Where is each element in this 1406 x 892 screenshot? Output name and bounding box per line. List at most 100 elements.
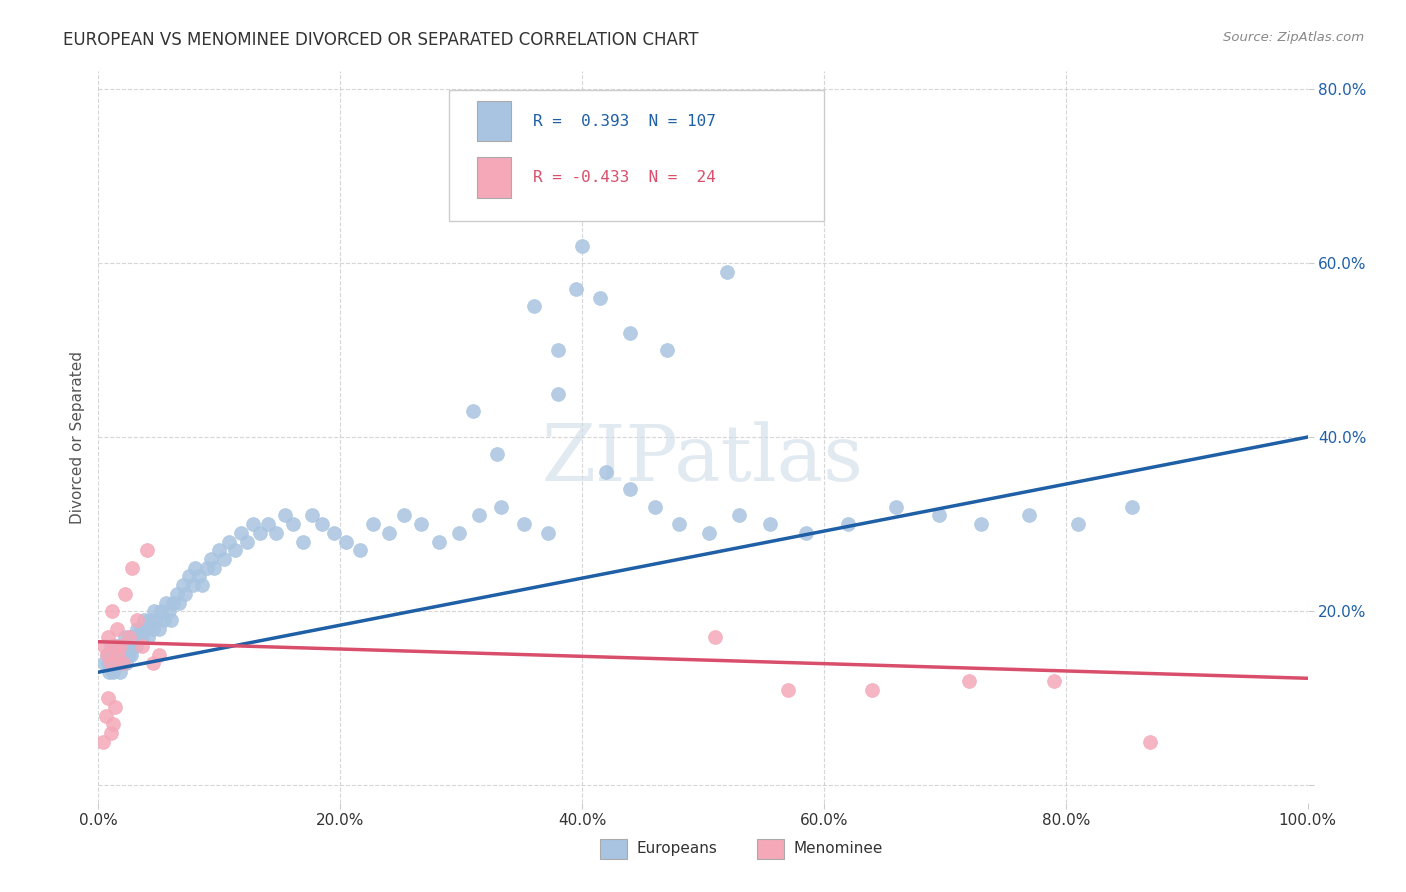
Point [93,657,115,671]
Text: R = -0.433  N =  24: R = -0.433 N = 24 [533,169,716,185]
Point [547,386,569,401]
Point [114,631,136,645]
Point [129,622,152,636]
Point [134,613,156,627]
Point [118,639,141,653]
Point [349,543,371,558]
Point [100,657,122,671]
Text: ZIPatlas: ZIPatlas [541,421,865,497]
Point [104,700,127,714]
Point [142,622,165,636]
Point [195,560,218,574]
Point [112,639,135,653]
Point [108,648,131,662]
Point [111,648,134,662]
Point [776,682,799,697]
Point [105,648,128,662]
Point [174,587,197,601]
Point [100,648,122,662]
Point [96,648,118,662]
Point [105,622,128,636]
Point [121,631,143,645]
Point [150,604,173,618]
Point [794,525,817,540]
Point [157,604,180,618]
Point [212,552,235,566]
Point [208,543,231,558]
Point [486,448,509,462]
Point [229,525,252,540]
Point [100,726,122,740]
Point [335,534,357,549]
Point [135,622,157,636]
Point [127,622,149,636]
Point [139,613,162,627]
Point [111,657,134,671]
Point [589,291,612,305]
Point [101,665,124,680]
Point [166,587,188,601]
Text: Europeans: Europeans [637,841,717,856]
Point [118,631,141,645]
Point [619,326,641,340]
Point [1042,673,1064,688]
Point [172,578,194,592]
Text: Menominee: Menominee [794,841,883,856]
Point [118,631,141,645]
Point [547,343,569,357]
Point [236,534,259,549]
Point [595,465,617,479]
FancyBboxPatch shape [477,157,510,197]
Point [187,569,209,583]
Point [105,657,128,671]
Point [692,169,714,183]
Point [489,500,512,514]
Text: R =  0.393  N = 107: R = 0.393 N = 107 [533,113,716,128]
FancyBboxPatch shape [449,90,824,221]
Point [127,613,149,627]
Point [103,639,125,653]
Point [860,682,883,697]
Point [124,631,146,645]
Point [114,587,136,601]
Point [107,657,129,671]
Point [131,631,153,645]
Point [301,508,323,523]
Point [101,639,124,653]
Point [136,631,159,645]
Point [100,657,122,671]
Point [970,517,993,532]
Point [728,508,751,523]
Point [468,508,491,523]
Point [571,238,593,252]
Point [181,578,204,592]
Point [96,648,118,662]
Point [928,508,950,523]
Point [155,595,177,609]
Point [204,560,226,574]
Point [121,560,143,574]
Point [224,543,246,558]
Point [565,282,588,296]
Point [108,665,131,680]
Point [162,595,184,609]
Point [97,657,120,671]
Point [957,673,980,688]
Point [377,525,399,540]
Point [200,552,222,566]
Point [115,657,138,671]
Point [1018,508,1040,523]
Point [1067,517,1090,532]
Point [94,708,117,723]
Point [1139,735,1161,749]
Text: Source: ZipAtlas.com: Source: ZipAtlas.com [1223,31,1364,45]
Point [311,517,333,532]
Point [120,648,142,662]
Point [323,525,346,540]
Point [644,500,666,514]
Point [758,517,780,532]
FancyBboxPatch shape [600,838,627,859]
Point [127,631,149,645]
Point [837,517,859,532]
Point [103,648,125,662]
